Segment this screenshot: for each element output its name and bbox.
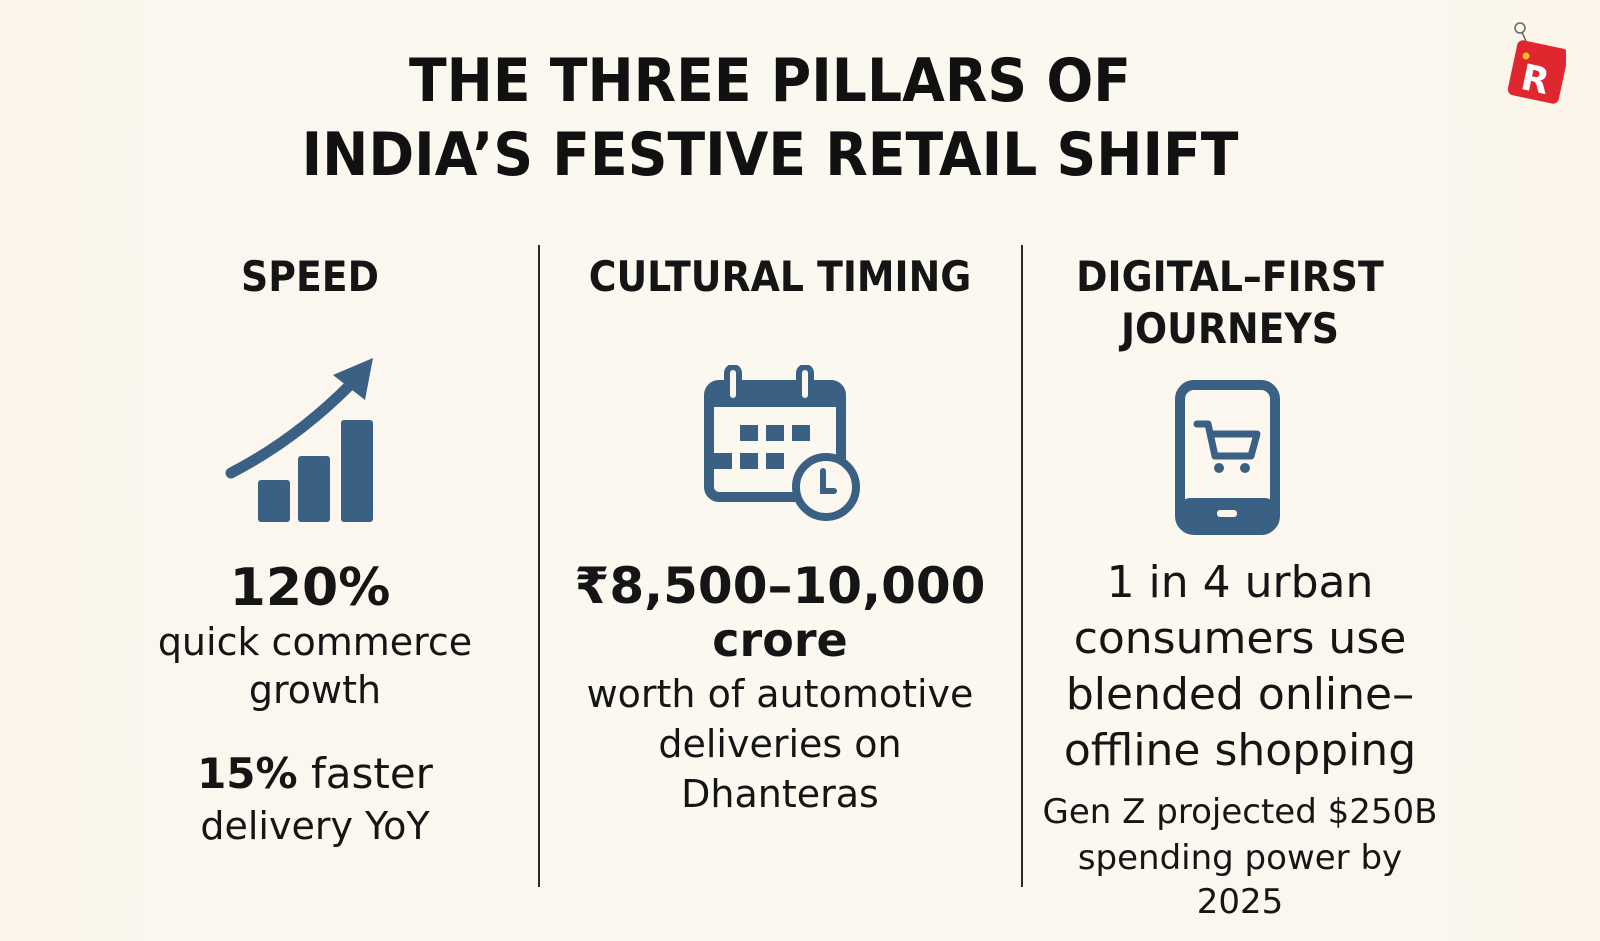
digital-first-heading-1: DIGITAL–FIRST xyxy=(1076,252,1384,301)
cultural-stat-value-1: ₹8,500–10,000 xyxy=(574,557,986,615)
calendar-ring-left xyxy=(724,365,742,404)
cultural-stat-value-2: crore xyxy=(712,613,848,667)
speed-sub-label-b: delivery YoY xyxy=(200,804,430,848)
cultural-stat-label-2: deliveries on xyxy=(658,722,902,766)
cultural-timing-heading: CULTURAL TIMING xyxy=(588,252,972,301)
speed-sub-value: 15% xyxy=(197,749,298,798)
digital-first-heading-2: JOURNEYS xyxy=(1120,304,1340,353)
digital-stat-line-3: blended online– xyxy=(1065,669,1415,720)
speed-stat-label-2: growth xyxy=(248,668,382,712)
cultural-stat-label-1: worth of automotive xyxy=(586,672,974,716)
calendar-cell xyxy=(714,453,732,469)
growth-bar-small xyxy=(258,480,290,522)
growth-bar-medium xyxy=(298,456,330,522)
digital-note-line-1: Gen Z projected $250B xyxy=(1042,792,1438,832)
cultural-stat-label-3: Dhanteras xyxy=(681,772,879,816)
speed-sub-line: 15% faster xyxy=(150,748,480,800)
digital-stat-line-2: consumers use xyxy=(1073,613,1407,664)
mobile-cart-icon xyxy=(1175,380,1280,535)
growth-chart-icon xyxy=(225,358,373,522)
title-line-1: THE THREE PILLARS OF xyxy=(409,46,1131,116)
speed-heading: SPEED xyxy=(241,252,379,301)
digital-stat-line-1: 1 in 4 urban xyxy=(1106,557,1374,608)
page-title: THE THREE PILLARS OF INDIA’S FESTIVE RET… xyxy=(62,44,1479,192)
logo-tag-dot xyxy=(1522,52,1530,60)
growth-bar-tall xyxy=(341,420,373,522)
growth-arrow-head xyxy=(333,358,373,400)
calendar-clock-icon xyxy=(704,365,860,521)
phone-home-button xyxy=(1217,510,1237,517)
calendar-cell xyxy=(740,425,758,441)
calendar-cell xyxy=(766,425,784,441)
column-divider-left xyxy=(538,245,540,887)
cart-wheel-right xyxy=(1240,463,1250,473)
clock-hands xyxy=(820,468,837,494)
r-tag-logo-icon: R xyxy=(1507,22,1566,104)
calendar-cell xyxy=(740,453,758,469)
digital-stat-line-4: offline shopping xyxy=(1063,725,1417,776)
cart-wheel-left xyxy=(1214,463,1224,473)
digital-note-line-2: spending power by 2025 xyxy=(1077,838,1403,922)
speed-stat-label-1: quick commerce xyxy=(157,620,473,664)
column-divider-right xyxy=(1021,245,1023,887)
title-line-2: INDIA’S FESTIVE RETAIL SHIFT xyxy=(301,120,1239,190)
calendar-cell xyxy=(792,425,810,441)
calendar-cell xyxy=(766,453,784,469)
shopping-cart-icon xyxy=(1193,420,1261,460)
speed-stat-value: 120% xyxy=(229,558,391,618)
logo-tag-hole-string xyxy=(1514,22,1526,34)
speed-sub-label-a: faster xyxy=(310,749,433,798)
growth-arrow-line xyxy=(225,379,356,479)
calendar-ring-right xyxy=(796,365,814,404)
